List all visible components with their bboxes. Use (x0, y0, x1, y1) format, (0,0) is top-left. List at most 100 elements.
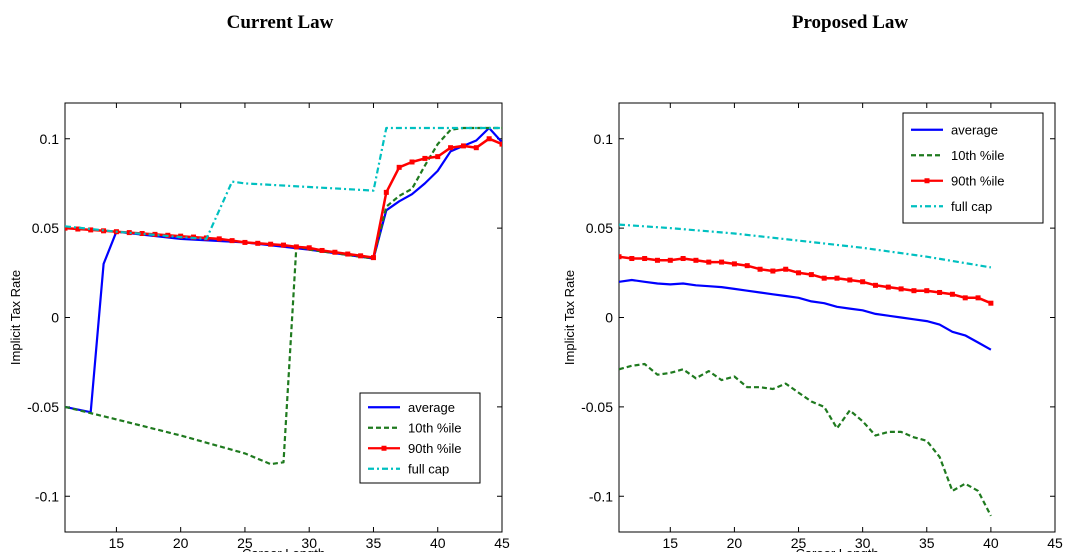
series-marker (885, 284, 891, 290)
series-marker (834, 275, 840, 281)
series-marker (975, 295, 981, 301)
x-tick-label: 35 (919, 535, 935, 551)
series-marker (619, 254, 622, 260)
series-marker (139, 230, 145, 236)
legend-marker (924, 178, 930, 184)
series-marker (744, 263, 750, 269)
x-tick-label: 20 (173, 535, 189, 551)
series-marker (242, 239, 248, 245)
series-line-full-cap (619, 223, 992, 269)
legend: average 10th %ile 90th %ile full cap (359, 392, 481, 484)
series-marker (680, 256, 686, 262)
x-tick-label: 30 (301, 535, 317, 551)
y-tick-label: -0.05 (581, 399, 613, 415)
series-line-full-cap (65, 126, 502, 240)
y-tick-label: -0.1 (589, 488, 613, 504)
series-marker (293, 244, 299, 250)
x-tick-label: 20 (727, 535, 743, 551)
series-marker (216, 236, 222, 242)
series-marker (642, 256, 648, 262)
legend-label: 90th %ile (408, 441, 461, 456)
y-tick-label: -0.05 (27, 399, 59, 415)
x-tick-label: 25 (237, 535, 253, 551)
series-marker (319, 247, 325, 253)
series-marker (486, 136, 492, 142)
series-line-average (65, 126, 502, 414)
legend-label: 10th %ile (408, 420, 461, 435)
series-marker (152, 231, 158, 237)
series-marker (860, 279, 866, 285)
y-axis-label: Implicit Tax Rate (8, 270, 23, 365)
series-marker (281, 242, 286, 248)
y-tick-label: 0 (51, 310, 59, 326)
chart-panel-2: 15 20 25 30 35 40 45 0.1 0.05 0 -0.05 -0.1 Career Le… (562, 102, 1063, 552)
series-marker (268, 241, 274, 247)
legend-label: full cap (408, 461, 449, 476)
series-marker (847, 277, 853, 283)
series-line-average (619, 278, 992, 351)
chart-title-proposed-law: Proposed Law (791, 12, 909, 33)
series-marker (383, 189, 389, 195)
x-tick-label: 30 (855, 535, 871, 551)
series-marker (937, 289, 943, 295)
y-tick-label: 0.05 (32, 220, 59, 236)
series-marker (629, 256, 635, 262)
series-marker (796, 270, 802, 276)
legend-marker (381, 445, 387, 451)
x-tick-label: 35 (366, 535, 382, 551)
series-marker (924, 288, 930, 294)
series-marker (693, 257, 699, 263)
series-marker (448, 145, 454, 151)
y-tick-label: 0.1 (594, 131, 614, 147)
series-marker (949, 291, 955, 297)
x-tick-label: 25 (791, 535, 807, 551)
legend-label: full cap (951, 199, 992, 214)
x-axis-label: Career Length (795, 546, 878, 552)
series-marker (75, 226, 81, 232)
series-marker (306, 245, 312, 251)
legend-label: average (408, 400, 455, 415)
series-marker (229, 238, 235, 244)
series-marker (126, 230, 132, 236)
series-marker (706, 259, 712, 265)
series-marker (332, 249, 338, 255)
series-marker (460, 143, 466, 149)
series-marker (821, 275, 827, 281)
series-marker (65, 225, 68, 231)
series-marker (962, 295, 968, 301)
series-marker (88, 227, 94, 233)
x-tick-label: 45 (1047, 535, 1063, 551)
chart-panel-1: 15 20 25 30 35 40 45 0.1 0.05 0 -0.05 -0.1 Career Le… (8, 102, 510, 552)
series-marker (911, 288, 917, 294)
x-tick-label: 40 (983, 535, 999, 551)
series-marker (345, 251, 351, 257)
legend-label: 90th %ile (951, 173, 1004, 188)
series-marker (654, 257, 660, 263)
series-line-10th-ile (619, 362, 992, 517)
series-marker (370, 255, 376, 261)
chart-title-current-law: Current Law (226, 12, 334, 33)
legend-label: average (951, 122, 998, 137)
series-line-90th-ile (619, 255, 992, 305)
series-marker (409, 159, 415, 165)
series-marker (255, 240, 261, 246)
x-tick-label: 45 (494, 535, 510, 551)
series-marker (872, 282, 878, 288)
series-marker (898, 286, 904, 292)
series-marker (770, 268, 776, 274)
series-marker (808, 272, 814, 278)
series-marker (667, 257, 673, 263)
series-marker (988, 300, 994, 306)
series-marker (435, 154, 441, 160)
x-tick-label: 15 (663, 535, 679, 551)
y-axis-label: Implicit Tax Rate (562, 270, 577, 365)
series-marker (757, 266, 763, 272)
series-marker (358, 253, 364, 259)
legend: average 10th %ile 90th %ile full cap (902, 112, 1044, 224)
series-marker (719, 259, 725, 265)
x-tick-label: 40 (430, 535, 446, 551)
y-tick-label: 0 (605, 310, 613, 326)
y-tick-label: -0.1 (35, 488, 59, 504)
legend-label: 10th %ile (951, 148, 1004, 163)
